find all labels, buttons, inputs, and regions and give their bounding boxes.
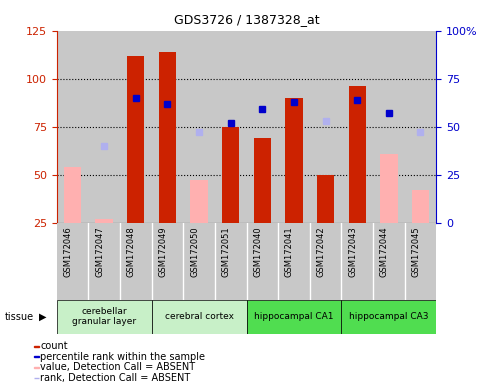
Text: rank, Detection Call = ABSENT: rank, Detection Call = ABSENT (40, 373, 190, 383)
Bar (96, 219, 113, 223)
Bar (57, 223, 88, 300)
Bar (127, 56, 144, 223)
Text: hippocampal CA1: hippocampal CA1 (254, 312, 334, 321)
Bar (34, 377, 38, 378)
Bar (183, 223, 215, 300)
Bar (246, 223, 278, 300)
Text: tissue: tissue (5, 312, 34, 322)
Bar (222, 127, 240, 223)
Bar (285, 98, 303, 223)
Text: GSM172048: GSM172048 (127, 227, 136, 277)
Text: GSM172051: GSM172051 (222, 227, 231, 277)
Bar (215, 31, 246, 223)
Bar (152, 223, 183, 300)
Text: GSM172044: GSM172044 (380, 227, 389, 277)
Bar (349, 86, 366, 223)
Bar (64, 167, 81, 223)
Text: GDS3726 / 1387328_at: GDS3726 / 1387328_at (174, 13, 319, 26)
Bar (215, 223, 246, 300)
Bar (405, 223, 436, 300)
Bar (412, 190, 429, 223)
Bar (88, 31, 120, 223)
Bar (310, 31, 341, 223)
Bar (310, 223, 341, 300)
Bar (341, 223, 373, 300)
Bar (341, 31, 373, 223)
FancyBboxPatch shape (246, 300, 341, 334)
Bar (120, 223, 152, 300)
Text: GSM172041: GSM172041 (285, 227, 294, 277)
Bar (246, 31, 278, 223)
Bar (278, 223, 310, 300)
Text: cerebellar
granular layer: cerebellar granular layer (72, 307, 136, 326)
Bar (373, 31, 405, 223)
Bar (380, 154, 397, 223)
Bar (159, 52, 176, 223)
Bar (405, 31, 436, 223)
Bar (317, 175, 334, 223)
Text: ▶: ▶ (39, 312, 47, 322)
Text: value, Detection Call = ABSENT: value, Detection Call = ABSENT (40, 362, 195, 372)
Text: cerebral cortex: cerebral cortex (165, 312, 234, 321)
Text: GSM172040: GSM172040 (253, 227, 262, 277)
Bar (183, 31, 215, 223)
Bar (34, 367, 38, 368)
Text: GSM172043: GSM172043 (348, 227, 357, 277)
Bar (190, 180, 208, 223)
Text: GSM172046: GSM172046 (64, 227, 72, 277)
Bar (34, 346, 38, 347)
Text: GSM172045: GSM172045 (412, 227, 421, 277)
Text: GSM172042: GSM172042 (317, 227, 325, 277)
Text: GSM172049: GSM172049 (158, 227, 168, 277)
FancyBboxPatch shape (341, 300, 436, 334)
Text: count: count (40, 341, 68, 351)
Bar (57, 31, 88, 223)
FancyBboxPatch shape (57, 300, 152, 334)
Bar (152, 31, 183, 223)
Text: hippocampal CA3: hippocampal CA3 (349, 312, 428, 321)
Bar (253, 138, 271, 223)
FancyBboxPatch shape (152, 300, 246, 334)
Text: percentile rank within the sample: percentile rank within the sample (40, 352, 205, 362)
Bar (278, 31, 310, 223)
Bar (88, 223, 120, 300)
Bar (373, 223, 405, 300)
Bar (120, 31, 152, 223)
Text: GSM172050: GSM172050 (190, 227, 199, 277)
Bar (34, 356, 38, 357)
Text: GSM172047: GSM172047 (95, 227, 104, 277)
